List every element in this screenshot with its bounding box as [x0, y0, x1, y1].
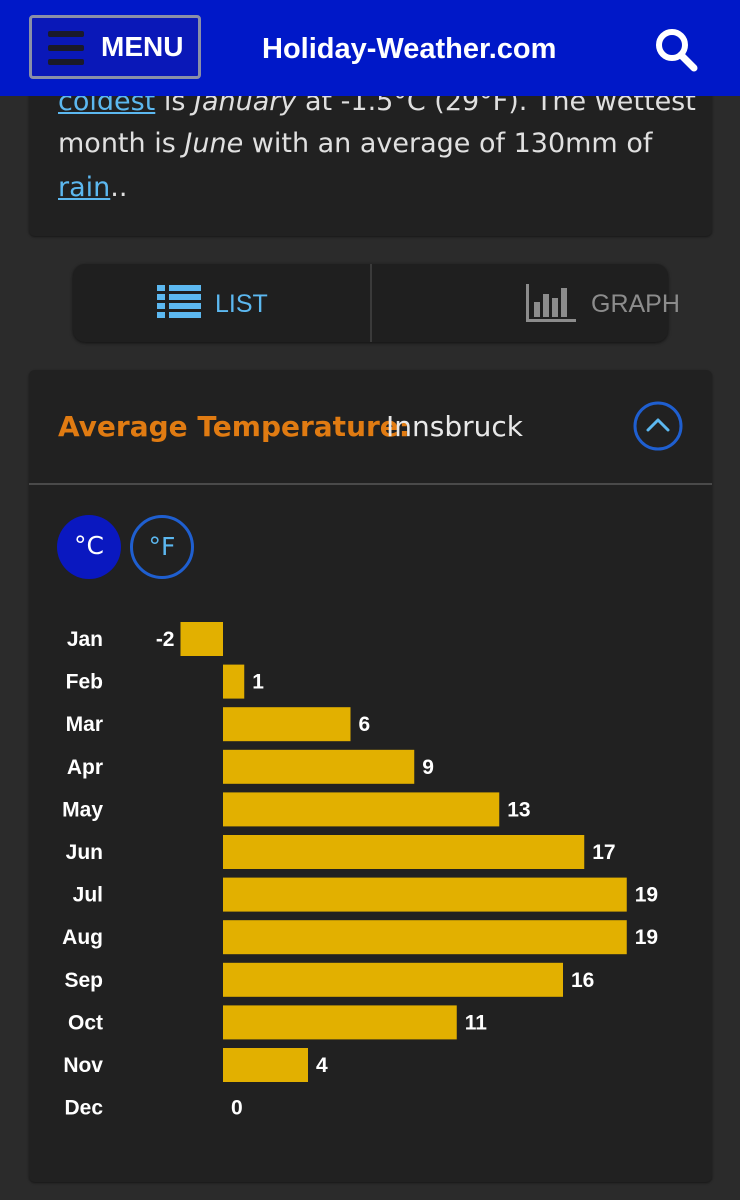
value-label-jan: -2	[156, 628, 175, 651]
value-label-nov: 4	[316, 1054, 328, 1077]
search-button[interactable]	[650, 24, 702, 74]
month-label-apr: Apr	[67, 756, 103, 779]
month-label-mar: Mar	[66, 713, 103, 736]
value-label-feb: 1	[252, 671, 264, 694]
value-label-dec: 0	[231, 1097, 243, 1120]
menu-button[interactable]: MENU	[29, 15, 201, 79]
value-label-jun: 17	[592, 841, 615, 864]
card-title-location: Innsbruck	[386, 410, 523, 443]
intro-line-3: rain..	[58, 172, 127, 203]
average-temperature-card: Average Temperature: Innsbruck °C °F Jan…	[29, 370, 712, 1182]
month-label-sep: Sep	[64, 969, 103, 992]
month-label-jan: Jan	[67, 628, 103, 651]
month-label-jun: Jun	[66, 841, 103, 864]
list-label: LIST	[215, 290, 268, 318]
bar-jul	[223, 877, 627, 912]
hamburger-icon	[48, 31, 84, 65]
bar-graph-icon	[526, 284, 576, 322]
rain-link[interactable]: rain	[58, 172, 111, 203]
top-navigation-bar: MENU Holiday-Weather.com	[0, 0, 740, 96]
celsius-button[interactable]: °C	[57, 515, 121, 579]
card-title-key: Average Temperature:	[58, 410, 410, 443]
card-header[interactable]: Average Temperature: Innsbruck	[29, 370, 712, 485]
temperature-bar-chart: Jan -2 Feb 1 Mar 6 Apr 9 May 13 Jun 17 Jul 19 Aug 19 Sep…	[62, 622, 658, 1120]
bar-mar	[223, 707, 351, 742]
bar-jun	[223, 835, 585, 869]
graph-label: GRAPH	[591, 290, 680, 318]
bar-feb	[223, 664, 245, 699]
view-toggle: LIST GRAPH	[73, 264, 680, 342]
month-label-aug: Aug	[62, 926, 103, 949]
value-label-jul: 19	[635, 884, 658, 907]
list-icon	[157, 285, 201, 318]
month-label-nov: Nov	[63, 1054, 103, 1077]
bar-oct	[223, 1005, 457, 1040]
intro-text: with an average of 130mm of	[243, 128, 653, 159]
fahrenheit-button[interactable]: °F	[130, 515, 194, 579]
value-label-mar: 6	[359, 713, 371, 736]
month-label-may: May	[62, 798, 103, 821]
bar-jan	[180, 622, 223, 656]
value-label-apr: 9	[422, 756, 434, 779]
site-title[interactable]: Holiday-Weather.com	[262, 33, 557, 65]
bar-aug	[223, 920, 627, 955]
menu-label: MENU	[101, 31, 184, 62]
value-label-oct: 11	[465, 1011, 488, 1034]
search-icon	[656, 29, 698, 72]
intro-text: month is	[58, 128, 185, 159]
intro-line-2: month is June with an average of 130mm o…	[58, 128, 652, 159]
intro-month: June	[184, 128, 244, 159]
value-label-may: 13	[507, 798, 530, 821]
bar-sep	[223, 962, 563, 997]
bar-apr	[223, 749, 415, 784]
bar-may	[223, 792, 500, 827]
bar-nov	[223, 1048, 308, 1082]
collapse-button[interactable]	[632, 400, 684, 452]
graph-view-button[interactable]: GRAPH	[372, 264, 680, 342]
intro-text: ..	[110, 172, 128, 203]
toggle-divider	[370, 264, 372, 342]
month-label-jul: Jul	[73, 884, 103, 907]
list-view-button[interactable]: LIST	[73, 264, 370, 342]
month-label-feb: Feb	[66, 671, 103, 694]
month-label-oct: Oct	[68, 1011, 103, 1034]
month-label-dec: Dec	[64, 1097, 103, 1120]
value-label-sep: 16	[571, 969, 594, 992]
chevron-up-icon	[633, 401, 683, 451]
value-label-aug: 19	[635, 926, 658, 949]
